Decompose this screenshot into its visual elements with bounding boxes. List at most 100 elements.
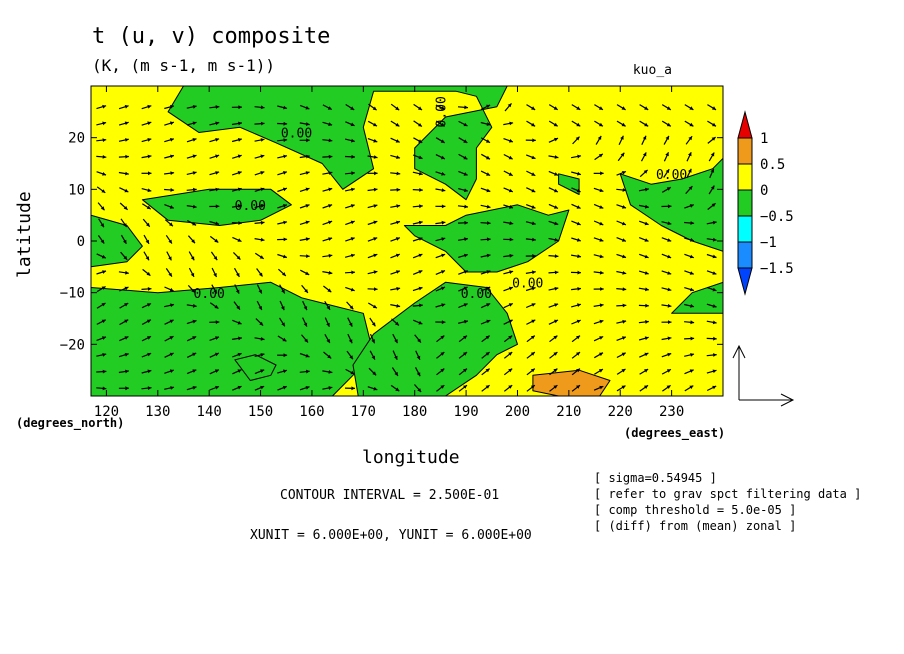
wind-vector [211,267,218,278]
wind-vector [345,103,355,111]
wind-vector [685,135,693,145]
wind-vector [663,135,670,145]
contour-region [167,86,508,201]
wind-vector [231,336,242,341]
wind-vector [347,317,353,327]
wind-vector [369,350,376,360]
wind-vector [593,187,604,193]
wind-vector [164,154,175,159]
wind-vector [413,120,423,127]
wind-vector [346,350,354,360]
wind-vector [344,171,355,176]
wind-vector [457,237,469,242]
wind-vector [209,171,220,176]
wind-vector [118,154,129,159]
wind-vector [96,253,107,259]
wind-vector [367,220,378,226]
wind-vector [141,369,152,374]
wind-vector [277,237,288,242]
wind-vector [323,351,332,359]
wind-vector [548,303,559,308]
wind-vector [481,368,490,376]
wind-vector [367,253,378,259]
wind-vector [503,221,514,226]
wind-vector [617,152,625,162]
y-tick-label: 10 [68,182,85,198]
wind-vector [254,252,265,260]
wind-vector [525,254,536,258]
wind-vector [594,352,604,359]
wind-vector [118,369,129,374]
wind-vector [96,302,106,309]
wind-vector [661,237,672,242]
wind-vector [548,237,559,242]
wind-vector [96,270,107,275]
wind-vector [684,303,695,308]
wind-vector [436,335,445,343]
wind-vector [548,104,559,111]
wind-vector [96,121,107,126]
wind-vector [209,154,220,159]
colorbar-segment [737,189,753,217]
wind-vector [186,105,197,109]
wind-vector [593,171,604,176]
wind-vector [661,303,672,308]
wind-vector [143,251,150,261]
wind-vector [435,253,446,259]
wind-vector [390,270,401,275]
wind-vector [302,317,308,327]
wind-vector [118,171,129,176]
wind-vector [663,151,670,162]
wind-vector [638,204,649,209]
wind-vector [616,120,626,127]
wind-vector [526,335,536,343]
wind-vector [390,154,401,159]
wind-vector [277,385,288,391]
wind-vector [299,187,310,192]
wind-vector [164,121,175,126]
wind-vector [707,120,717,127]
wind-vector [120,218,128,228]
wind-vector [571,104,581,111]
wind-vector [301,334,309,343]
wind-vector [345,220,355,226]
wind-vector [300,269,310,276]
x-tick-label: 120 [94,404,119,420]
wind-vector [164,204,175,209]
wind-vector [277,220,288,225]
wind-vector [480,221,491,225]
wind-vector [232,251,241,261]
x-axis: 120 130 140 150 160 170 180 190 200 210 220 230 [94,86,684,420]
wind-vector [209,336,220,341]
wind-vector [503,335,513,343]
wind-vector [481,384,490,392]
wind-vector [97,235,105,244]
wind-vector [638,253,649,259]
wind-vector [707,136,716,144]
wind-vector [390,237,401,242]
wind-vector [548,170,559,176]
wind-vector [616,303,627,308]
wind-vector [684,104,694,111]
wind-vector [231,204,242,208]
wind-vector [571,187,581,193]
wind-vector [616,220,627,226]
wind-vector [571,319,581,325]
wind-vector [119,336,129,342]
info-line-diff: [ (diff) from (mean) zonal ] [594,519,797,533]
wind-vector [503,204,514,209]
wind-vector [595,135,602,145]
wind-vector [594,368,604,375]
wind-vector [299,138,310,143]
wind-vector [119,319,129,326]
wind-vector [209,320,220,324]
wind-vector [457,105,469,110]
wind-vector [526,120,536,127]
wind-vector [548,286,559,291]
wind-vector [254,237,265,242]
wind-vector [571,220,581,226]
wind-vector [503,237,514,242]
wind-vector [548,203,559,209]
wind-vector [322,171,333,175]
wind-vector [414,384,422,393]
